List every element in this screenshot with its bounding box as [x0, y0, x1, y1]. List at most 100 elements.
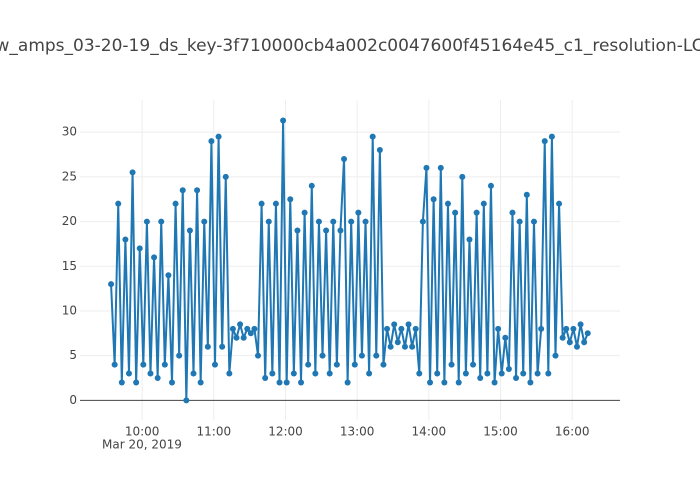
- data-point: [387, 343, 394, 350]
- data-point: [430, 196, 437, 203]
- data-point: [294, 227, 301, 234]
- data-point: [298, 379, 305, 386]
- data-point: [412, 325, 419, 332]
- data-point: [319, 352, 326, 359]
- data-point: [179, 187, 186, 194]
- data-point: [240, 334, 247, 341]
- data-point: [552, 352, 559, 359]
- data-point: [513, 374, 520, 381]
- data-point: [566, 339, 573, 346]
- data-point: [194, 187, 201, 194]
- y-tick-label: 15: [62, 259, 77, 273]
- data-point: [509, 209, 516, 216]
- data-point: [502, 334, 509, 341]
- data-point: [419, 218, 426, 225]
- data-point: [527, 379, 534, 386]
- x-tick-label: 14:00: [412, 425, 447, 439]
- data-point: [190, 370, 197, 377]
- data-point: [505, 366, 512, 373]
- data-point: [251, 325, 258, 332]
- data-point: [276, 379, 283, 386]
- data-point: [427, 379, 434, 386]
- data-point: [341, 155, 348, 162]
- data-point: [301, 209, 308, 216]
- data-point: [459, 173, 466, 180]
- data-point: [545, 370, 552, 377]
- y-tick-label: 10: [62, 303, 77, 317]
- data-point: [219, 343, 226, 350]
- data-point: [355, 209, 362, 216]
- data-point: [452, 209, 459, 216]
- y-tick-label: 20: [62, 214, 77, 228]
- data-point: [538, 325, 545, 332]
- data-point: [283, 379, 290, 386]
- data-point: [391, 321, 398, 328]
- date-label: Mar 20, 2019: [102, 438, 182, 452]
- data-point: [480, 200, 487, 207]
- data-point: [573, 343, 580, 350]
- data-point: [305, 361, 312, 368]
- data-point: [577, 321, 584, 328]
- data-point: [516, 218, 523, 225]
- data-point: [362, 218, 369, 225]
- data-point: [581, 339, 588, 346]
- data-point: [380, 361, 387, 368]
- data-point: [498, 370, 505, 377]
- data-point: [477, 374, 484, 381]
- data-point: [229, 325, 236, 332]
- data-point: [161, 361, 168, 368]
- data-point: [165, 272, 172, 279]
- data-point: [398, 325, 405, 332]
- data-point: [212, 361, 218, 368]
- data-point: [158, 218, 165, 225]
- data-point: [437, 164, 444, 171]
- data-point: [330, 218, 337, 225]
- data-point: [125, 370, 132, 377]
- data-point: [484, 370, 491, 377]
- data-point: [111, 361, 118, 368]
- data-point: [129, 169, 136, 176]
- data-point: [247, 330, 254, 337]
- x-tick-label: 13:00: [340, 425, 375, 439]
- data-point: [520, 370, 527, 377]
- data-point: [423, 164, 430, 171]
- data-point: [122, 236, 129, 243]
- data-point: [394, 339, 401, 346]
- data-point: [462, 370, 469, 377]
- data-point: [186, 227, 193, 234]
- data-point: [201, 218, 208, 225]
- data-point: [326, 370, 333, 377]
- data-point: [280, 117, 287, 124]
- data-point: [559, 334, 566, 341]
- data-point: [147, 370, 154, 377]
- data-point: [204, 343, 211, 350]
- data-point: [409, 343, 416, 350]
- data-point: [358, 352, 365, 359]
- data-point: [434, 370, 441, 377]
- data-point: [455, 379, 462, 386]
- data-point: [473, 209, 480, 216]
- data-point: [444, 200, 451, 207]
- data-point: [366, 370, 373, 377]
- data-point: [548, 133, 555, 140]
- data-point: [269, 370, 276, 377]
- y-tick-label: 30: [62, 125, 77, 139]
- data-point: [405, 321, 412, 328]
- x-tick-label: 12:00: [268, 425, 303, 439]
- data-point: [237, 321, 244, 328]
- data-point: [448, 361, 455, 368]
- data-point: [308, 182, 315, 189]
- data-point: [197, 379, 204, 386]
- data-point: [255, 352, 262, 359]
- y-tick-label: 0: [69, 393, 77, 407]
- data-point: [495, 325, 502, 332]
- data-point: [168, 379, 175, 386]
- data-point: [570, 325, 577, 332]
- data-point: [369, 133, 376, 140]
- data-point: [133, 379, 140, 386]
- data-point: [541, 138, 548, 145]
- data-point: [441, 379, 448, 386]
- data-point: [323, 227, 330, 234]
- data-point: [154, 374, 161, 381]
